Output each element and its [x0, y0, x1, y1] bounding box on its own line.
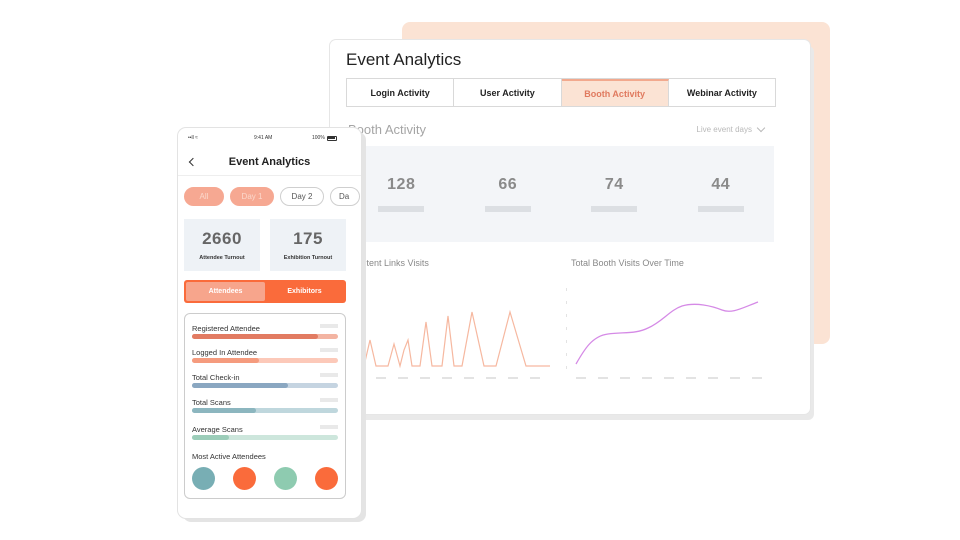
stat-placeholder-bar [591, 206, 638, 212]
kpi-card-attendee: 2660 Attendee Turnout [184, 219, 260, 271]
tab-login-activity[interactable]: Login Activity [347, 79, 455, 106]
dashboard-window: Event Analytics Login Activity User Acti… [330, 40, 810, 414]
stat-value: 66 [498, 176, 518, 193]
kpi-row: 2660 Attendee Turnout 175 Exhibition Tur… [184, 219, 346, 271]
tab-user-activity[interactable]: User Activity [454, 79, 562, 106]
tab-booth-activity[interactable]: Booth Activity [561, 79, 669, 106]
progress-fill [192, 383, 289, 388]
stat-value: 74 [604, 176, 624, 193]
chart-title-booth-visits: Total Booth Visits Over Time [571, 258, 684, 268]
content-links-chart [350, 309, 550, 379]
booth-visits-chart [566, 288, 772, 379]
kpi-label: Attendee Turnout [199, 255, 245, 261]
tab-webinar-activity[interactable]: Webinar Activity [668, 79, 775, 106]
stat-value: 44 [711, 176, 731, 193]
most-active-label: Most Active Attendees [192, 452, 266, 461]
stat-value: 128 [387, 176, 416, 193]
progress-fill [192, 358, 260, 363]
progress-fill [192, 334, 318, 339]
metric-value-placeholder [320, 348, 338, 352]
app-title: Event Analytics [228, 156, 311, 168]
metric-row: Total Check-in [192, 373, 340, 388]
content-links-line [350, 309, 550, 369]
progress-track [192, 435, 338, 440]
chip-day-2[interactable]: Day 2 [280, 187, 324, 206]
stat-placeholder-bar [378, 206, 425, 212]
metrics-card: Registered Attendee Logged In Attendee T… [184, 313, 346, 499]
metric-row: Total Scans [192, 398, 340, 413]
stat-card: 66 [455, 146, 562, 242]
chevron-down-icon [756, 123, 766, 132]
status-bar: ••ll ≈ 9:41 AM 100% [178, 134, 361, 144]
metric-row: Logged In Attendee [192, 348, 340, 363]
chip-day-1[interactable]: Day 1 [230, 187, 274, 206]
day-filter-chips: All Day 1 Day 2 Da [184, 187, 361, 207]
progress-track [192, 383, 338, 388]
segment-attendees[interactable]: Attendees [186, 282, 265, 301]
metric-row: Average Scans [192, 425, 340, 440]
stat-card: 44 [668, 146, 775, 242]
progress-fill [192, 435, 229, 440]
avatar[interactable] [192, 467, 215, 490]
metric-label: Total Scans [192, 398, 231, 407]
progress-track [192, 358, 338, 363]
section-title: Booth Activity [348, 122, 427, 137]
metric-label: Total Check-in [192, 373, 240, 382]
metric-value-placeholder [320, 373, 338, 377]
metric-value-placeholder [320, 425, 338, 429]
stat-card: 128 [348, 146, 455, 242]
kpi-value: 175 [293, 229, 323, 248]
chip-day-3[interactable]: Da [330, 187, 360, 206]
chart-title-content-links: Content Links Visits [350, 258, 429, 268]
metric-label: Average Scans [192, 425, 243, 434]
chip-all[interactable]: All [184, 187, 224, 206]
segment-exhibitors[interactable]: Exhibitors [287, 288, 322, 295]
battery-level: 100% [312, 135, 325, 141]
stat-card: 74 [561, 146, 668, 242]
kpi-value: 2660 [202, 229, 242, 248]
kpi-card-exhibition: 175 Exhibition Turnout [270, 219, 346, 271]
app-header: Event Analytics [178, 154, 361, 176]
dropdown-value: Live event days [696, 124, 752, 134]
battery-icon [326, 135, 337, 141]
progress-track [192, 334, 338, 339]
stats-panel: 128 66 74 44 [348, 146, 774, 242]
stat-placeholder-bar [697, 206, 744, 212]
metric-row: Registered Attendee [192, 324, 340, 339]
signal-icon: ••ll ≈ [188, 135, 198, 141]
kpi-label: Exhibition Turnout [283, 255, 333, 261]
metric-label: Registered Attendee [192, 324, 260, 333]
page-title: Event Analytics [346, 50, 462, 69]
avatar-row [192, 467, 338, 490]
metric-label: Logged In Attendee [192, 348, 258, 357]
booth-visits-line [575, 301, 759, 365]
avatar[interactable] [233, 467, 256, 490]
tab-bar: Login Activity User Activity Booth Activ… [346, 78, 776, 107]
status-battery: 100% [312, 135, 337, 141]
mobile-app: ••ll ≈ 9:41 AM 100% Event Analytics All … [178, 128, 361, 518]
metric-value-placeholder [320, 398, 338, 402]
event-days-dropdown[interactable]: Live event days [678, 120, 768, 138]
segmented-control: Attendees Exhibitors [184, 280, 346, 303]
progress-fill [192, 408, 257, 413]
stat-placeholder-bar [484, 206, 531, 212]
avatar[interactable] [274, 467, 297, 490]
status-time: 9:41 AM [254, 135, 273, 141]
metric-value-placeholder [320, 324, 338, 328]
progress-track [192, 408, 338, 413]
avatar[interactable] [315, 467, 338, 490]
